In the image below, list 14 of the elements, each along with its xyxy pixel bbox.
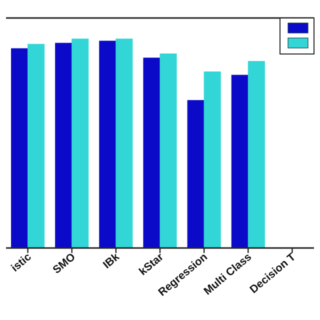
bar: [55, 42, 72, 248]
x-tick-label: istic: [9, 251, 34, 274]
bar: [160, 54, 177, 248]
bar: [11, 48, 28, 248]
bar: [143, 58, 160, 248]
bar: [72, 38, 89, 248]
bar: [248, 61, 265, 248]
bar: [187, 100, 204, 248]
bar: [28, 44, 45, 248]
bar: [116, 38, 133, 248]
bar: [231, 74, 248, 248]
x-tick-label: IBk: [101, 250, 123, 272]
bar: [99, 40, 116, 248]
bar: [204, 71, 221, 248]
